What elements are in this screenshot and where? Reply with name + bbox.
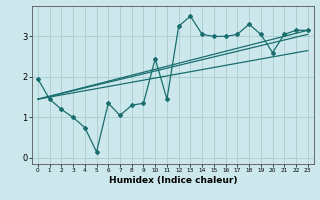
X-axis label: Humidex (Indice chaleur): Humidex (Indice chaleur) — [108, 176, 237, 185]
